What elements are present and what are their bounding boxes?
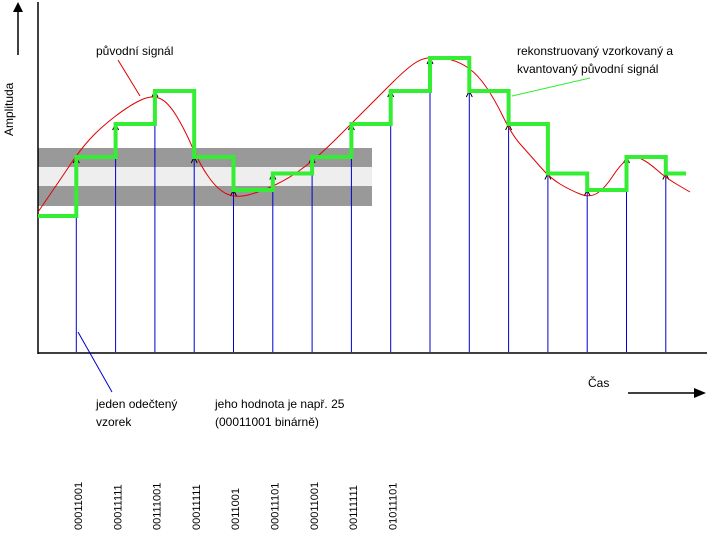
value-label-line2: (00011001 binárně) bbox=[215, 415, 319, 429]
original-signal-curve bbox=[37, 56, 691, 213]
reconstructed-step-signal bbox=[38, 56, 686, 218]
band-light bbox=[38, 167, 372, 186]
sample-label-line1: jeden odečtený bbox=[95, 397, 177, 411]
y-axis-label: Amplituda bbox=[2, 82, 16, 136]
leader-original-signal bbox=[117, 59, 141, 97]
binary-code-label: 0011001 bbox=[230, 488, 242, 530]
binary-code-label: 00111111 bbox=[348, 485, 360, 530]
binary-code-label: 00011101 bbox=[270, 483, 282, 530]
sample-label-line2: vzorek bbox=[96, 415, 132, 429]
x-axis-label: Čas bbox=[588, 375, 609, 390]
y-arrow-head bbox=[13, 2, 23, 12]
binary-code-label: 00011001 bbox=[309, 482, 321, 530]
axes bbox=[13, 2, 707, 398]
leader-sample bbox=[77, 331, 113, 393]
binary-code-label: 00011001 bbox=[73, 482, 85, 530]
reconstructed-label-line1: rekonstruovaný vzorkovaný a bbox=[517, 44, 673, 58]
binary-code-label: 00111001 bbox=[152, 483, 164, 530]
reconstructed-label-line2: kvantovaný původní signál bbox=[517, 62, 658, 76]
binary-codes: 00011001 00011111 00111001 00011111 0011001 0… bbox=[73, 482, 399, 530]
binary-code-label: 00011111 bbox=[112, 484, 124, 530]
original-signal-label: původní signál bbox=[96, 44, 173, 58]
x-arrow-head bbox=[694, 388, 706, 398]
binary-code-label: 00011111 bbox=[191, 484, 203, 530]
leader-reconstructed bbox=[511, 77, 591, 97]
value-label-line1: jeho hodnota je např. 25 bbox=[214, 397, 345, 411]
binary-code-label: 01011101 bbox=[387, 483, 399, 530]
band-dark-bottom bbox=[38, 186, 372, 206]
